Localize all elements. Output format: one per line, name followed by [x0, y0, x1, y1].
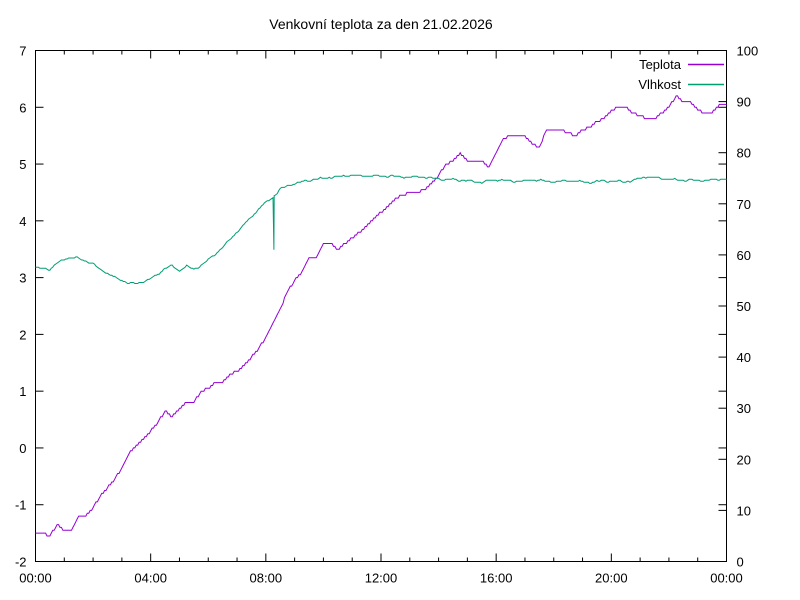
plot-border: [35, 50, 727, 562]
y2-tick-label: 30: [737, 401, 751, 416]
y1-tick-label: 4: [19, 214, 26, 229]
y2-tick-label: 70: [737, 197, 751, 212]
x-tick-label: 12:00: [365, 571, 398, 586]
y1-tick-label: -1: [15, 498, 27, 513]
y1-tick-label: 6: [19, 100, 26, 115]
y1-tick-label: 3: [19, 271, 26, 286]
teplota-series-line: [35, 95, 727, 537]
x-tick-label: 00:00: [710, 571, 743, 586]
y1-tick-label: 5: [19, 157, 26, 172]
legend-label-teplota: Teplota: [639, 57, 682, 72]
series-layer: [35, 95, 727, 537]
y1-tick-label: 1: [19, 384, 26, 399]
x-tick-label: 08:00: [250, 571, 283, 586]
chart-title: Venkovní teplota za den 21.02.2026: [269, 16, 493, 32]
x-tick-label: 04:00: [134, 571, 167, 586]
x-tick-label: 00:00: [19, 571, 52, 586]
y1-tick-label: 0: [19, 441, 26, 456]
y1-tick-label: 7: [19, 44, 26, 59]
y1-tick-label: -2: [15, 555, 27, 570]
y2-tick-label: 60: [737, 248, 751, 263]
y2-tick-label: 40: [737, 350, 751, 365]
axes-layer: 00:00 04:00 08:00 12:00 16:00 20:00 00:00-2-10…: [15, 44, 758, 586]
y2-tick-label: 0: [737, 555, 744, 570]
y2-tick-label: 100: [737, 44, 759, 59]
legend: Teplota Vlhkost: [638, 57, 724, 92]
y2-tick-label: 80: [737, 146, 751, 161]
y2-tick-label: 10: [737, 503, 751, 518]
y2-tick-label: 90: [737, 95, 751, 110]
y2-tick-label: 20: [737, 452, 751, 467]
x-tick-label: 20:00: [595, 571, 628, 586]
legend-label-vlhkost: Vlhkost: [638, 77, 681, 92]
x-tick-label: 16:00: [480, 571, 513, 586]
y1-tick-label: 2: [19, 327, 26, 342]
y2-tick-label: 50: [737, 299, 751, 314]
vlhkost-series-line: [35, 174, 727, 284]
